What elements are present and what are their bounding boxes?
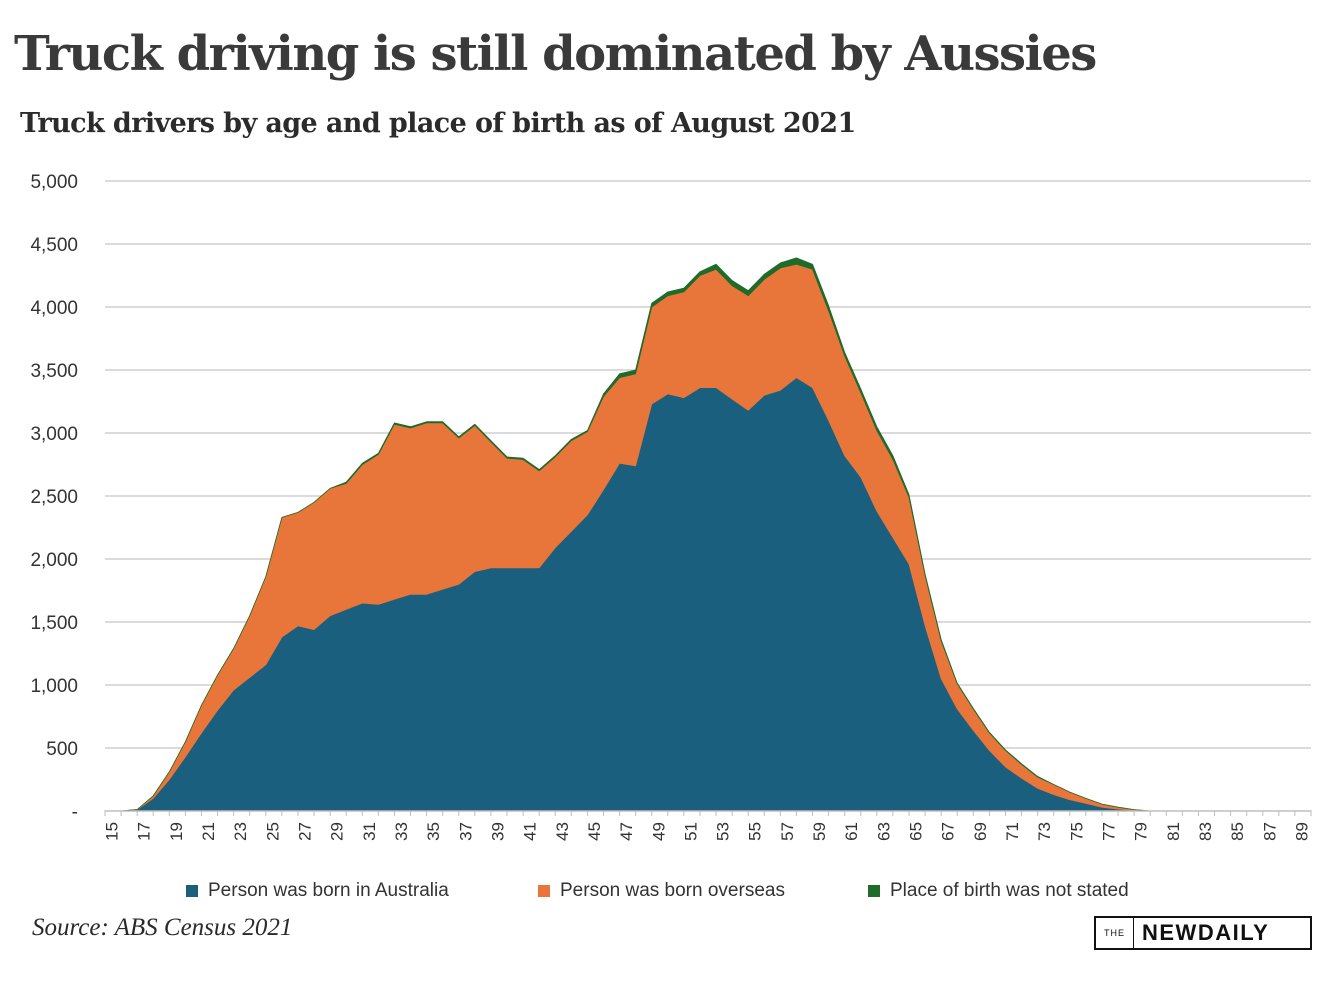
x-tick-label: 89 [1292,822,1311,841]
x-tick-label: 69 [971,822,990,841]
x-tick-label: 61 [842,822,861,841]
y-tick-label: - [72,802,78,823]
x-tick-label: 21 [199,822,218,841]
y-tick-label: 1,500 [30,613,78,634]
newdaily-logo: THE NEW DAILY [1094,916,1312,950]
x-tick-label: 23 [231,822,250,841]
logo-the-text: THE [1096,918,1134,948]
x-tick-label: 41 [521,822,540,841]
x-tick-label: 47 [617,822,636,841]
legend-swatch-not-stated [868,885,880,897]
source-note: Source: ABS Census 2021 [32,914,293,941]
x-tick-label: 35 [424,822,443,841]
chart-subtitle: Truck drivers by age and place of birth … [20,108,856,139]
x-tick-label: 71 [1003,822,1022,841]
x-tick-label: 81 [1164,822,1183,841]
x-tick-label: 43 [553,822,572,841]
y-tick-label: 4,500 [30,235,78,256]
y-tick-label: 2,000 [30,550,78,571]
x-tick-label: 63 [874,822,893,841]
x-tick-label: 31 [360,822,379,841]
x-tick-label: 87 [1260,822,1279,841]
legend-item-not-stated: Place of birth was not stated [868,880,1129,902]
axes: - 500 1,000 1,500 2,000 2,500 3,000 3,500 4,000 4… [30,172,1312,841]
x-tick-label: 65 [906,822,925,841]
x-tick-label: 29 [328,822,347,841]
x-tick-label: 53 [714,822,733,841]
y-tick-label: 2,500 [30,487,78,508]
logo-new-text: NEW [1142,920,1198,945]
x-tick-label: 51 [681,822,700,841]
y-tick-label: 3,000 [30,424,78,445]
chart-area: - 500 1,000 1,500 2,000 2,500 3,000 3,500 4,000 4… [30,172,1312,841]
x-tick-label: 73 [1035,822,1054,841]
y-tick-label: 500 [46,739,78,760]
x-tick-label: 45 [585,822,604,841]
x-tick-label: 55 [746,822,765,841]
legend-item-overseas: Person was born overseas [538,880,785,902]
area-series [104,257,1312,812]
x-tick-label: 49 [649,822,668,841]
y-tick-label: 3,500 [30,361,78,382]
y-tick-label: 5,000 [30,172,78,193]
legend-label-overseas: Person was born overseas [560,880,785,901]
y-tick-label: 4,000 [30,298,78,319]
legend-label-australia: Person was born in Australia [208,880,449,901]
x-tick-label: 17 [135,822,154,841]
x-tick-label: 39 [488,822,507,841]
legend-item-australia: Person was born in Australia [186,880,449,902]
x-tick-label: 19 [167,822,186,841]
x-tick-label: 25 [263,822,282,841]
x-tick-label: 59 [810,822,829,841]
y-tick-label: 1,000 [30,676,78,697]
x-tick-label: 79 [1132,822,1151,841]
x-tick-label: 27 [295,822,314,841]
x-tick-label: 85 [1228,822,1247,841]
legend-swatch-australia [186,885,198,897]
x-tick-label: 15 [102,822,121,841]
legend-label-not-stated: Place of birth was not stated [890,880,1129,901]
x-tick-label: 67 [939,822,958,841]
x-tick-label: 83 [1196,822,1215,841]
logo-daily-text: DAILY [1197,920,1270,945]
x-tick-label: 37 [456,822,475,841]
x-tick-label: 57 [778,822,797,841]
x-tick-label: 77 [1099,822,1118,841]
x-tick-label: 75 [1067,822,1086,841]
chart-title: Truck driving is still dominated by Auss… [14,26,1097,82]
x-tick-label: 33 [392,822,411,841]
legend-swatch-overseas [538,885,550,897]
